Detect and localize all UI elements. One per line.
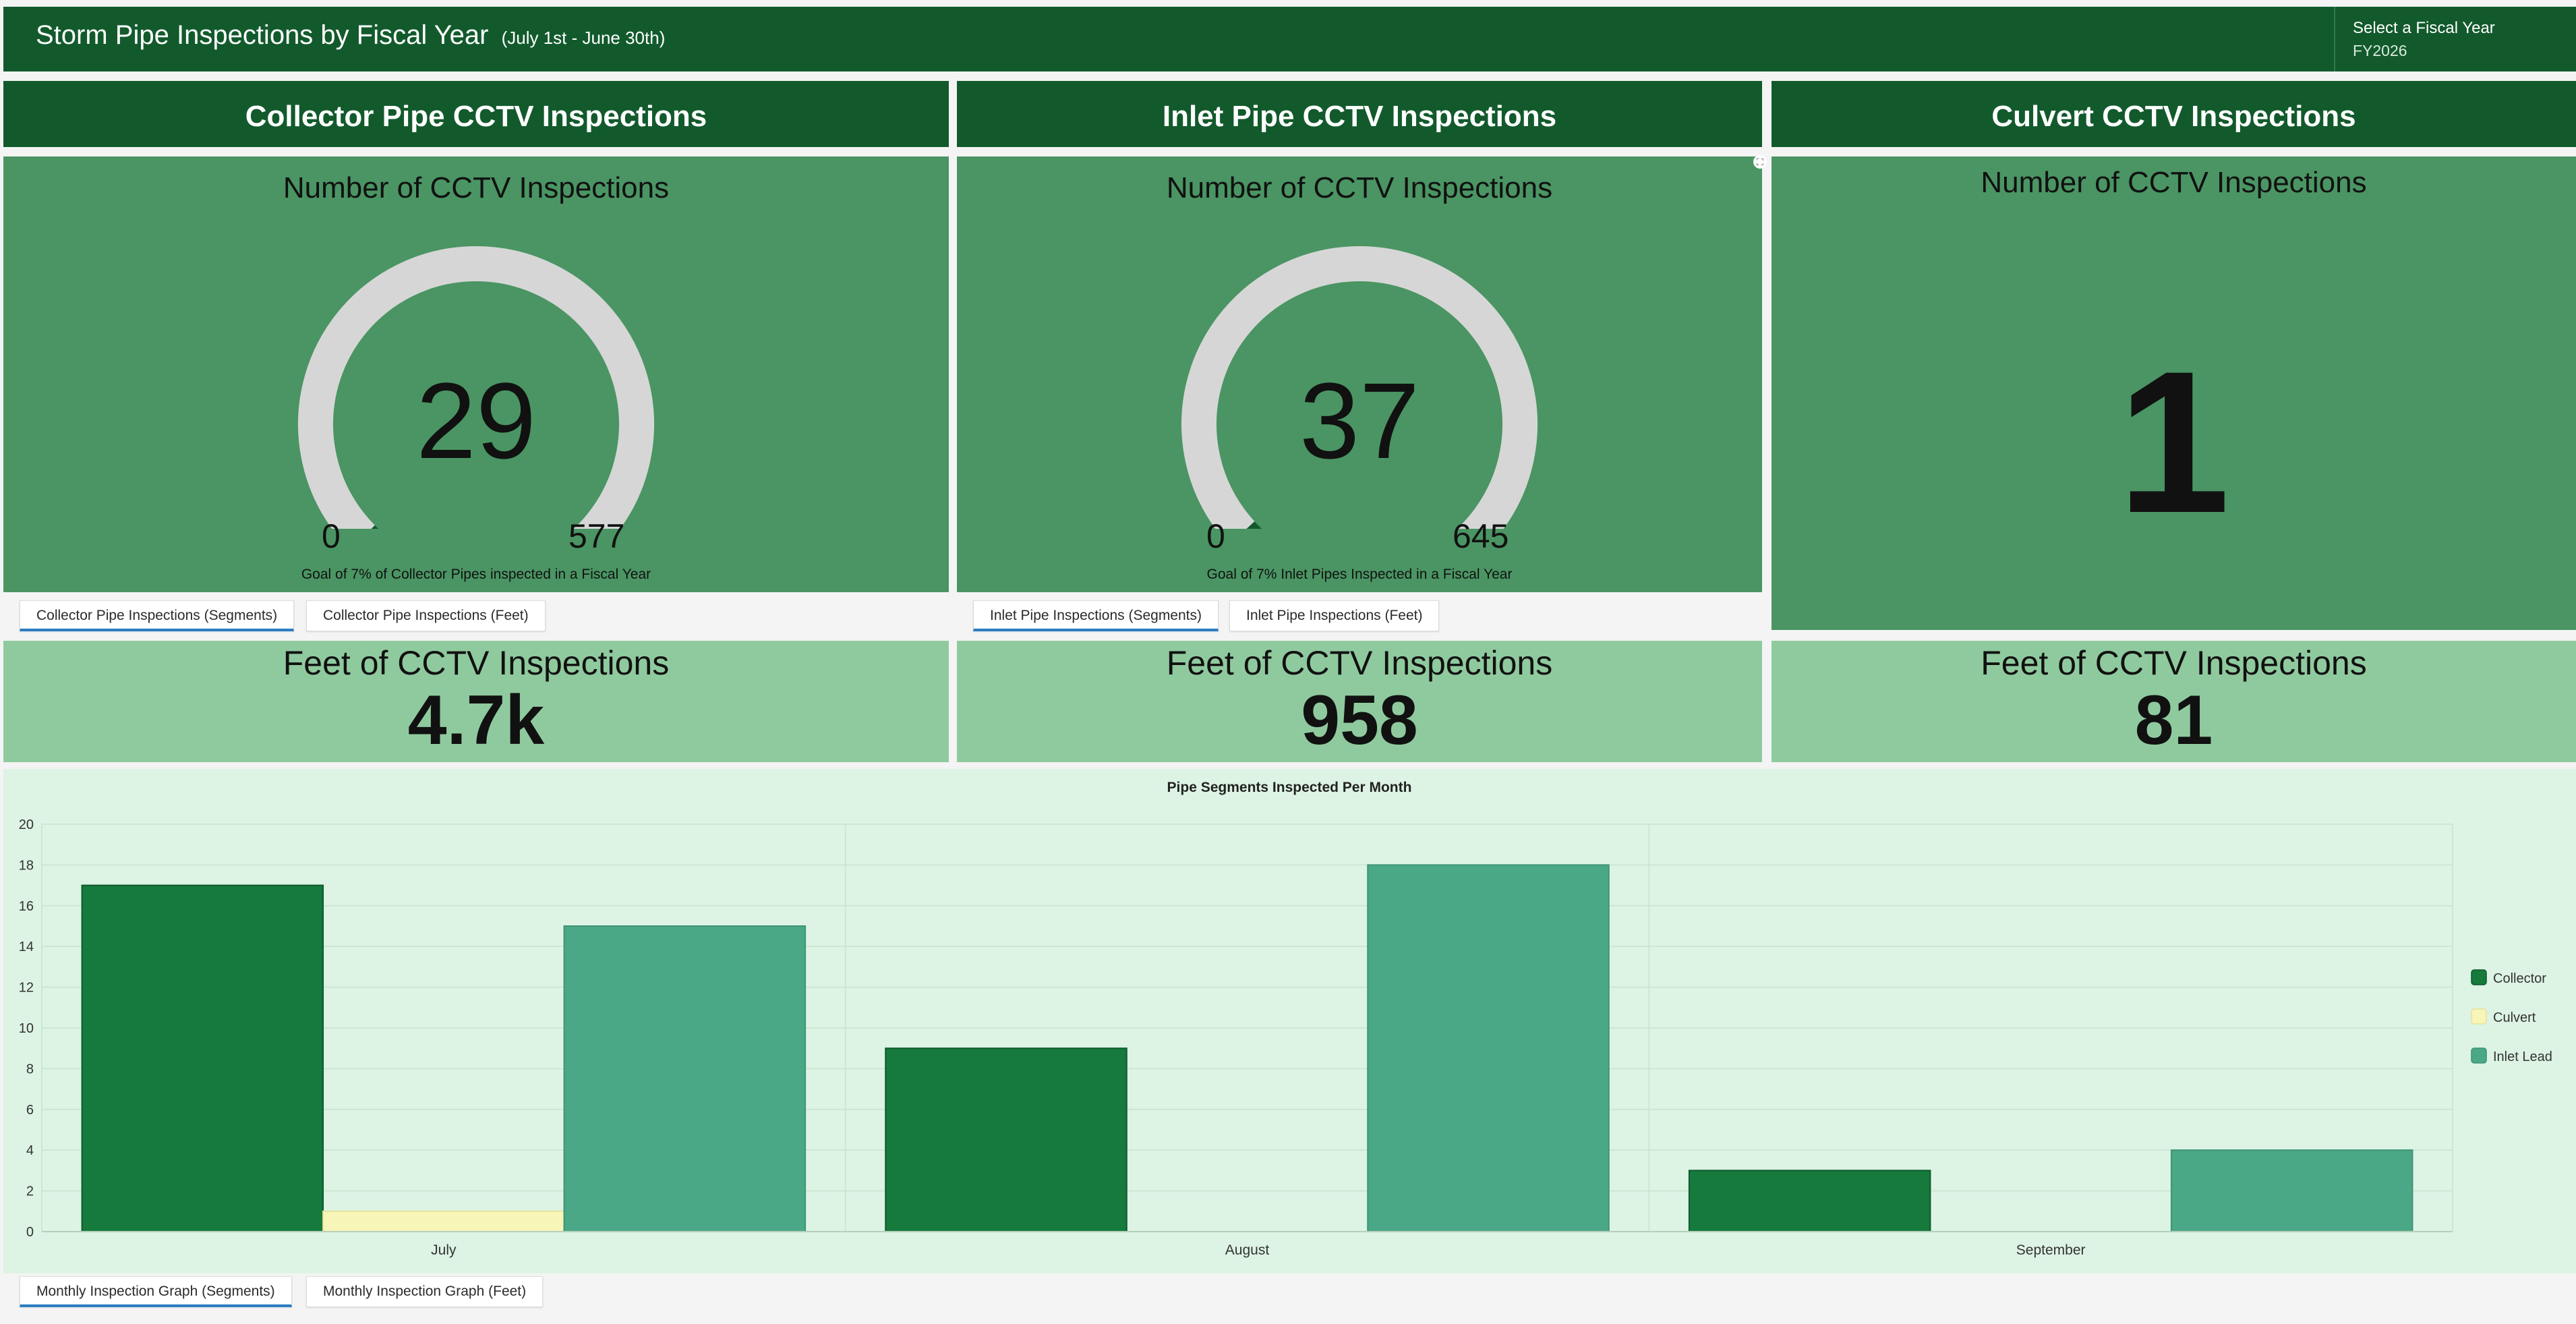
collector-tabbar: Collector Pipe Inspections (Segments) Co… [3,592,949,639]
bar-inlet-lead-september[interactable] [2170,1149,2413,1233]
y-tick-label: 12 [19,981,34,996]
culvert-section-title: Culvert CCTV Inspections [1772,81,2576,147]
collector-section-title: Collector Pipe CCTV Inspections [3,81,949,147]
collector-gauge-value: 29 [416,360,536,481]
inlet-gauge-track [1181,246,1538,529]
legend-swatch[interactable] [2471,969,2487,985]
culvert-count-value: 1 [2117,328,2230,555]
dashboard-title-text: Storm Pipe Inspections by Fiscal Year [36,20,489,50]
tab-chart-feet[interactable]: Monthly Inspection Graph (Feet) [306,1276,544,1307]
culvert-count-heading: Number of CCTV Inspections [1981,166,2367,199]
inlet-feet-heading: Feet of CCTV Inspections [1166,644,1553,682]
inlet-gauge-min: 0 [1206,517,1225,555]
collector-feet-value: 4.7k [407,681,545,759]
fiscal-year-selector[interactable]: Select a Fiscal Year FY2026 [2334,7,2576,71]
x-tick-label: August [1225,1242,1270,1258]
x-tick-label: July [431,1242,457,1258]
inlet-gauge-max: 645 [1453,517,1509,555]
inlet-gauge-value: 37 [1299,360,1419,481]
inlet-feet-value: 958 [1301,681,1418,759]
y-tick-label: 10 [19,1021,34,1036]
collector-gauge-max: 577 [568,517,625,555]
collector-gauge-min: 0 [322,517,341,555]
fullscreen-icon[interactable]: ⛶ [1753,155,1767,169]
legend-swatch[interactable] [2471,1047,2487,1064]
legend-label[interactable]: Culvert [2493,1010,2536,1025]
collector-feet-panel: Feet of CCTV Inspections 4.7k [3,641,949,762]
bar-inlet-lead-august[interactable] [1367,864,1610,1232]
collector-gauge-heading: Number of CCTV Inspections [283,171,670,204]
inlet-section-title: Inlet Pipe CCTV Inspections [957,81,1762,147]
culvert-feet-heading: Feet of CCTV Inspections [1981,644,2367,682]
monthly-bar-chart: Pipe Segments Inspected Per Month 0 2 4 6 8 1… [19,780,2552,1258]
inlet-feet-panel: Feet of CCTV Inspections 958 [957,641,1762,762]
culvert-feet-panel: Feet of CCTV Inspections 81 [1772,641,2576,762]
y-tick-label: 8 [26,1062,34,1076]
culvert-feet-value: 81 [2134,681,2213,759]
tab-inlet-feet[interactable]: Inlet Pipe Inspections (Feet) [1229,600,1440,631]
bar-collector-july[interactable] [81,884,324,1233]
y-tick-label: 6 [26,1103,34,1118]
collector-gauge [298,246,654,529]
collector-feet-heading: Feet of CCTV Inspections [283,644,670,682]
x-tick-label: September [2016,1242,2086,1258]
collector-gauge-panel: Number of CCTV Inspections 29 0 577 Goal… [3,156,949,592]
dashboard-subtitle: (July 1st - June 30th) [501,28,666,48]
tab-collector-feet[interactable]: Collector Pipe Inspections (Feet) [306,600,546,631]
tab-chart-segments[interactable]: Monthly Inspection Graph (Segments) [20,1276,292,1307]
culvert-count-panel: Number of CCTV Inspections 1 [1772,156,2576,630]
collector-goal-note: Goal of 7% of Collector Pipes inspected … [301,567,651,582]
y-tick-label: 2 [26,1184,34,1199]
y-tick-label: 18 [19,858,34,873]
bar-inlet-lead-july[interactable] [563,925,807,1232]
bar-culvert-july[interactable] [322,1210,565,1232]
y-tick-label: 14 [19,940,34,954]
dashboard-header: Storm Pipe Inspections by Fiscal Year (J… [3,7,2576,71]
inlet-goal-note: Goal of 7% Inlet Pipes Inspected in a Fi… [1206,567,1513,582]
y-tick-label: 0 [26,1225,34,1240]
legend-label[interactable]: Collector [2493,971,2546,986]
y-tick-label: 4 [26,1143,34,1158]
chart-tabbar: Monthly Inspection Graph (Segments) Mont… [3,1273,2576,1321]
legend-swatch[interactable] [2471,1008,2487,1025]
inlet-gauge [1181,246,1538,529]
bar-collector-august[interactable] [885,1047,1128,1232]
fiscal-year-value[interactable]: FY2026 [2353,42,2407,59]
inlet-gauge-heading: Number of CCTV Inspections [1166,171,1553,204]
fiscal-year-label: Select a Fiscal Year [2353,19,2495,37]
dashboard-title: Storm Pipe Inspections by Fiscal Year (J… [36,20,665,51]
tab-collector-segments[interactable]: Collector Pipe Inspections (Segments) [20,600,295,631]
collector-gauge-track [298,246,654,529]
inlet-gauge-panel: Number of CCTV Inspections 37 0 645 Goal… [957,156,1762,592]
monthly-chart-panel: Pipe Segments Inspected Per Month 0 2 4 6 8 1… [3,769,2576,1273]
bar-collector-september[interactable] [1688,1170,1931,1233]
chart-title: Pipe Segments Inspected Per Month [1167,780,1412,795]
y-tick-label: 16 [19,899,34,914]
inlet-tabbar: Inlet Pipe Inspections (Segments) Inlet … [957,592,1762,639]
legend-label[interactable]: Inlet Lead [2493,1049,2552,1064]
y-tick-label: 20 [19,817,34,832]
tab-inlet-segments[interactable]: Inlet Pipe Inspections (Segments) [973,600,1219,631]
